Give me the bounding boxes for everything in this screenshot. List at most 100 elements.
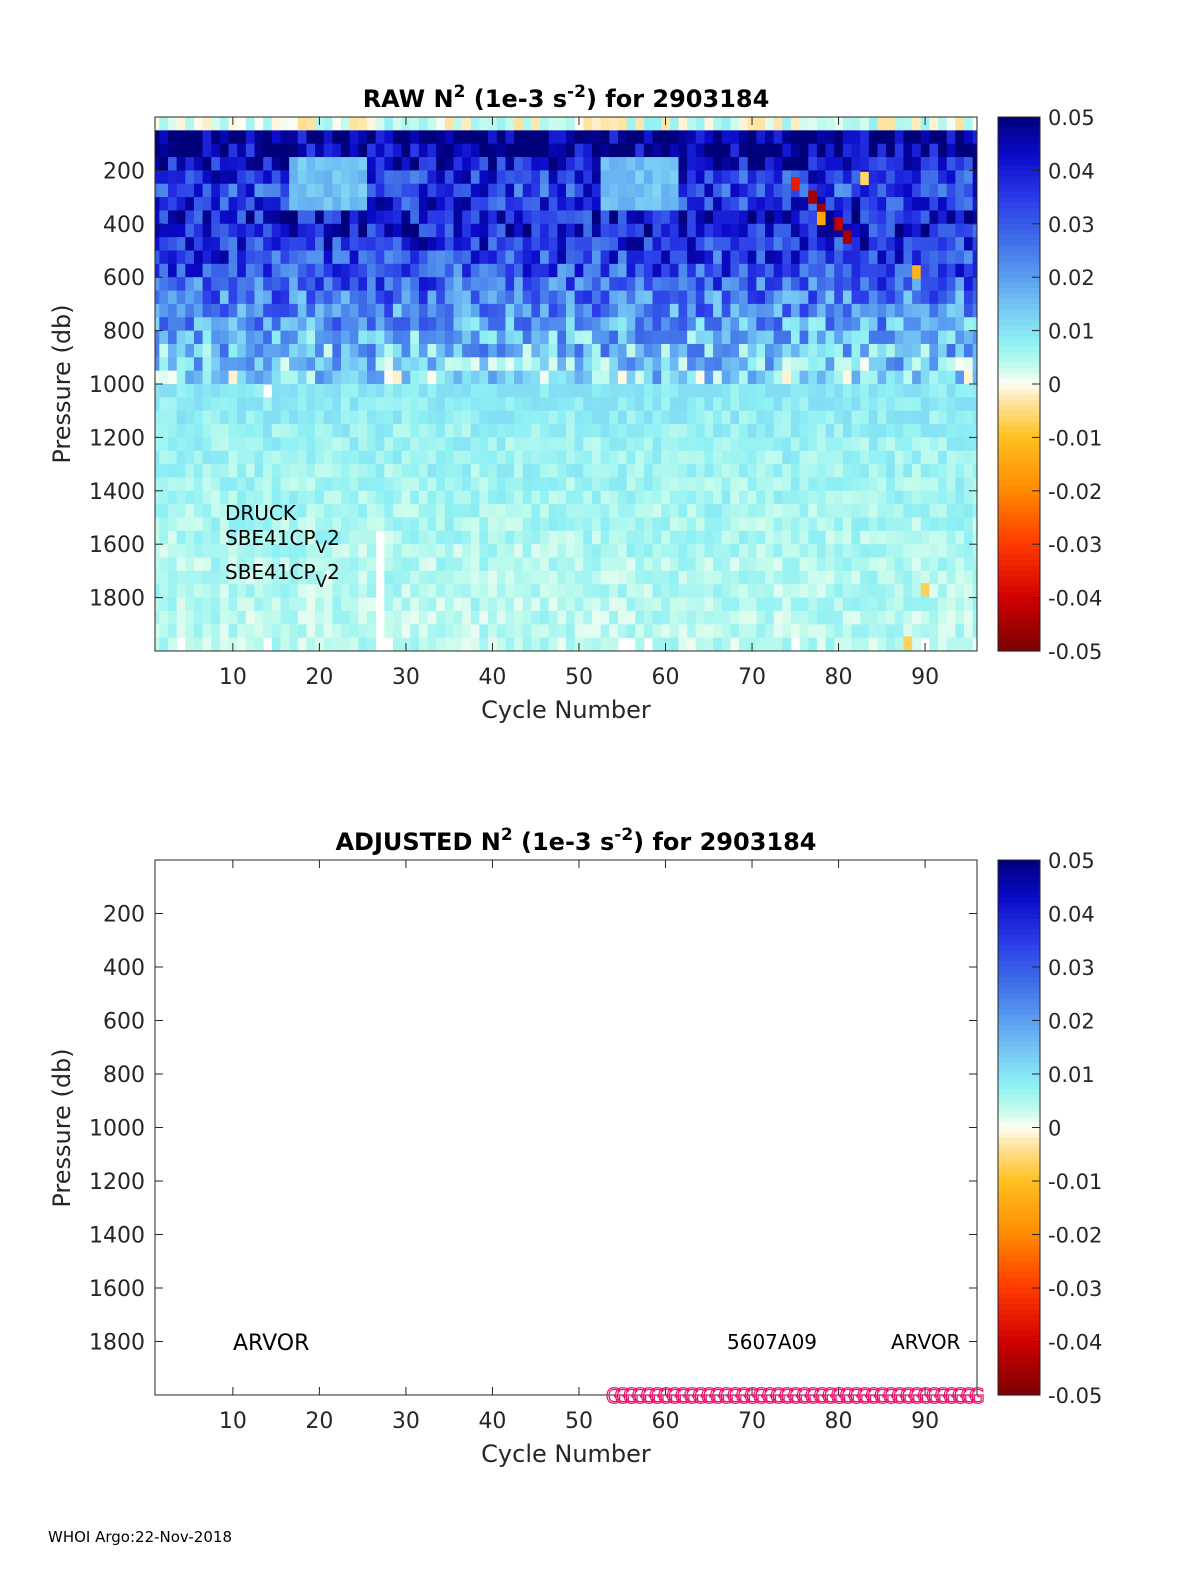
- heatmap-cell: [955, 544, 965, 559]
- heatmap-cell: [392, 197, 403, 211]
- heatmap-cell: [669, 130, 679, 145]
- heatmap-cell: [418, 504, 429, 518]
- heatmap-cell: [782, 343, 792, 358]
- heatmap-cell: [920, 183, 930, 198]
- heatmap-cell: [436, 504, 446, 518]
- heatmap-cell: [704, 237, 714, 251]
- heatmap-cell: [868, 130, 878, 145]
- heatmap-cell: [341, 490, 351, 505]
- heatmap-cell: [704, 290, 714, 305]
- heatmap-cell: [591, 450, 602, 465]
- heatmap-cell: [392, 117, 403, 131]
- heatmap-cell: [851, 610, 861, 625]
- heatmap-cell: [964, 183, 974, 198]
- heatmap-cell: [410, 183, 420, 198]
- heatmap-cell: [496, 143, 506, 158]
- colorbar-segment: [998, 1031, 1040, 1038]
- heatmap-cell: [219, 277, 230, 292]
- heatmap-cell: [868, 637, 878, 651]
- heatmap-cell: [695, 263, 705, 278]
- heatmap-cell: [773, 450, 783, 465]
- heatmap-cell: [176, 117, 186, 131]
- heatmap-cell: [886, 343, 896, 358]
- heatmap-cell: [600, 597, 610, 612]
- heatmap-cell: [669, 384, 679, 398]
- heatmap-cell: [825, 584, 835, 599]
- heatmap-cell: [540, 544, 550, 559]
- heatmap-cell: [289, 117, 299, 131]
- heatmap-cell: [756, 410, 766, 425]
- heatmap-cell: [315, 517, 325, 532]
- heatmap-cell: [540, 237, 550, 251]
- heatmap-cell: [341, 277, 351, 292]
- x-tick-label: 60: [652, 1409, 680, 1434]
- heatmap-cell: [427, 237, 437, 251]
- heatmap-cell: [617, 343, 628, 358]
- heatmap-cell: [894, 530, 904, 545]
- heatmap-cell: [228, 343, 238, 358]
- heatmap-cell: [280, 490, 290, 505]
- heatmap-cell: [427, 477, 437, 492]
- heatmap-cell: [868, 424, 878, 438]
- heatmap-cell: [964, 157, 974, 171]
- heatmap-cell: [600, 504, 610, 518]
- colorbar-segment: [998, 384, 1040, 390]
- heatmap-cell: [695, 303, 705, 318]
- heatmap-cell: [678, 557, 688, 572]
- heatmap-cell: [972, 384, 977, 398]
- heatmap-cell: [782, 183, 792, 198]
- heatmap-cell: [155, 157, 160, 171]
- colorbar-segment: [998, 170, 1040, 177]
- heatmap-cell: [877, 544, 887, 559]
- heatmap-cell: [903, 504, 913, 518]
- heatmap-cell: [894, 464, 904, 478]
- heatmap-cell: [436, 317, 446, 332]
- heatmap-cell: [540, 450, 550, 465]
- heatmap-cell: [436, 610, 446, 625]
- heatmap-cell: [938, 530, 948, 545]
- heatmap-cell: [228, 584, 238, 599]
- heatmap-cell: [531, 517, 541, 532]
- heatmap-cell: [167, 170, 178, 185]
- heatmap-cell: [886, 384, 896, 398]
- heatmap-cell: [323, 183, 333, 198]
- heatmap-cell: [202, 530, 212, 545]
- heatmap-cell: [920, 424, 930, 438]
- heatmap-cell: [289, 397, 299, 412]
- heatmap-cell: [375, 130, 385, 145]
- heatmap-cell: [765, 424, 775, 438]
- heatmap-cell: [557, 130, 567, 145]
- heatmap-cell: [972, 610, 977, 625]
- heatmap-cell: [868, 277, 878, 292]
- heatmap-cell: [202, 170, 212, 185]
- heatmap-cell: [591, 504, 602, 518]
- heatmap-cell: [384, 557, 394, 572]
- heatmap-cell: [566, 464, 576, 478]
- heatmap-cell: [280, 397, 290, 412]
- heatmap-cell: [531, 357, 541, 372]
- heatmap-cell: [661, 584, 671, 599]
- qc-flag-marker: G: [788, 1384, 804, 1408]
- heatmap-cell: [877, 183, 887, 198]
- heatmap-cell: [557, 517, 567, 532]
- heatmap-cell: [436, 170, 446, 185]
- heatmap-cell: [834, 410, 844, 425]
- heatmap-cell: [237, 517, 247, 532]
- heatmap-cell: [401, 597, 411, 612]
- heatmap-cell: [799, 303, 809, 318]
- qc-flag-marker: G: [935, 1384, 951, 1408]
- heatmap-cell: [972, 317, 977, 332]
- heatmap-cell: [687, 237, 697, 251]
- heatmap-cell: [756, 477, 766, 492]
- heatmap-cell: [773, 357, 783, 372]
- heatmap-cell: [531, 223, 541, 238]
- heatmap-cell: [358, 504, 368, 518]
- heatmap-cell: [790, 450, 801, 465]
- qc-flag-marker: G: [822, 1384, 838, 1408]
- heatmap-cell: [661, 557, 671, 572]
- heatmap-cell: [643, 290, 654, 305]
- heatmap-cell: [825, 424, 835, 438]
- heatmap-cell: [730, 517, 740, 532]
- heatmap-cell: [773, 250, 783, 265]
- heatmap-cell: [167, 397, 178, 412]
